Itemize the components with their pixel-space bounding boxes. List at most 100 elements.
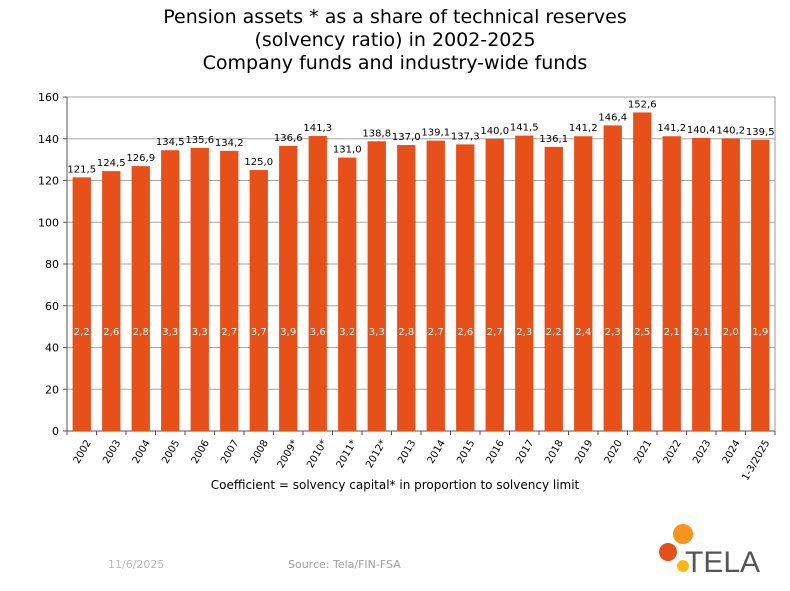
coefficient-label: 3,9 (280, 327, 296, 338)
value-label: 121,5 (67, 164, 96, 175)
bar (721, 138, 740, 431)
bar (603, 125, 622, 431)
bar (397, 145, 416, 431)
y-tick-label: 80 (45, 258, 59, 271)
x-tick-label: 2006 (190, 438, 212, 466)
chart-title-line-2: (solvency ratio) in 2002-2025 (254, 29, 536, 51)
value-label: 126,9 (126, 153, 155, 164)
chart-title-line-1: Pension assets * as a share of technical… (163, 6, 627, 28)
bar (249, 170, 268, 431)
y-tick-label: 160 (38, 91, 59, 104)
coefficient-label: 2,3 (605, 327, 621, 338)
coefficient-label: 2,7 (428, 327, 444, 338)
x-tick-label: 2021 (632, 438, 654, 466)
bar (308, 136, 327, 431)
bar (456, 144, 475, 432)
x-tick-label: 2002 (72, 438, 94, 466)
y-tick-label: 120 (38, 175, 59, 188)
bar (692, 137, 711, 432)
bar (515, 135, 534, 431)
x-tick-label: 2022 (662, 438, 684, 466)
bar (574, 136, 593, 431)
coefficient-label: 2,2 (74, 327, 90, 338)
value-label: 146,4 (598, 112, 627, 123)
chart-title-line-3: Company funds and industry-wide funds (202, 52, 588, 74)
x-tick-label: 2016 (485, 438, 507, 466)
bar (367, 141, 386, 431)
bar (662, 136, 681, 431)
coefficient-label: 3,2 (339, 327, 355, 338)
value-label: 134,5 (156, 137, 185, 148)
value-label: 140,2 (716, 125, 745, 136)
x-tick-label: 2010* (305, 438, 330, 470)
x-tick-label: 2014 (426, 438, 448, 466)
value-label: 135,6 (185, 135, 214, 146)
bar (279, 145, 298, 431)
value-label: 137,0 (392, 132, 421, 143)
value-label: 141,3 (303, 123, 332, 134)
bar (751, 139, 770, 431)
y-tick-label: 140 (38, 133, 59, 146)
value-label: 139,5 (746, 127, 775, 138)
x-tick-label: 2019 (573, 438, 595, 466)
coefficient-label: 2,2 (546, 327, 562, 338)
x-tick-label: 2008 (249, 438, 271, 466)
bar (633, 112, 652, 431)
coefficient-label: 2,8 (133, 327, 149, 338)
y-tick-label: 60 (45, 300, 59, 313)
value-label: 140,0 (480, 126, 509, 137)
x-tick-label: 2003 (101, 438, 123, 466)
value-label: 139,1 (421, 128, 450, 139)
coefficient-label: 3,3 (192, 327, 208, 338)
coefficient-label: 2,7 (487, 327, 503, 338)
value-label: 141,2 (569, 123, 598, 134)
value-label: 136,6 (274, 133, 303, 144)
x-tick-label: 2009* (276, 438, 301, 470)
x-tick-label: 2011* (335, 438, 360, 470)
coefficient-label: 2,7 (221, 327, 237, 338)
coefficient-label: 3,7 (251, 327, 267, 338)
bar (190, 147, 209, 431)
bar (338, 157, 357, 431)
x-tick-label: 2017 (514, 438, 536, 466)
value-label: 124,5 (97, 158, 126, 169)
bar (72, 177, 91, 431)
coefficient-label: 2,3 (516, 327, 532, 338)
bar-chart: 0 20 40 60 80 100 120 140 160 121,5 2,2 2002 124,5 2,… (38, 91, 776, 480)
tela-logo: TELA (655, 520, 765, 580)
x-tick-label: 2007 (219, 438, 241, 466)
coefficient-label: 1,9 (752, 327, 768, 338)
logo-circle-orange (673, 524, 693, 544)
y-tick-label: 0 (52, 425, 59, 438)
coefficient-label: 2,0 (723, 327, 739, 338)
coefficient-label: 2,6 (103, 327, 119, 338)
value-label: 152,6 (628, 99, 657, 110)
logo-circle-red (659, 543, 677, 561)
coefficient-label: 2,8 (398, 327, 414, 338)
bar (426, 140, 445, 431)
coefficient-note: Coefficient = solvency capital* in propo… (210, 478, 580, 492)
coefficient-label: 3,3 (162, 327, 178, 338)
value-label: 141,2 (657, 123, 686, 134)
x-tick-label: 1-3/2025 (740, 438, 772, 480)
value-label: 138,8 (362, 128, 391, 139)
value-label: 140,4 (687, 125, 716, 136)
value-label: 136,1 (539, 134, 568, 145)
x-tick-label: 2020 (603, 438, 625, 466)
x-tick-label: 2024 (721, 438, 743, 466)
y-tick-label: 40 (45, 342, 59, 355)
coefficient-label: 2,1 (693, 327, 709, 338)
logo-circle-yellow (677, 560, 689, 572)
footer-date: 11/6/2025 (108, 558, 165, 571)
footer-source: Source: Tela/FIN-FSA (288, 558, 401, 571)
x-tick-label: 2012* (364, 438, 389, 470)
y-tick-label: 100 (38, 216, 59, 229)
bar (220, 150, 239, 432)
x-tick-label: 2005 (160, 438, 182, 466)
x-tick-label: 2018 (544, 438, 566, 466)
logo-text: TELA (685, 546, 760, 579)
x-tick-label: 2015 (455, 438, 477, 466)
coefficient-label: 2,5 (634, 327, 650, 338)
coefficient-label: 2,4 (575, 327, 591, 338)
value-label: 141,5 (510, 123, 539, 134)
